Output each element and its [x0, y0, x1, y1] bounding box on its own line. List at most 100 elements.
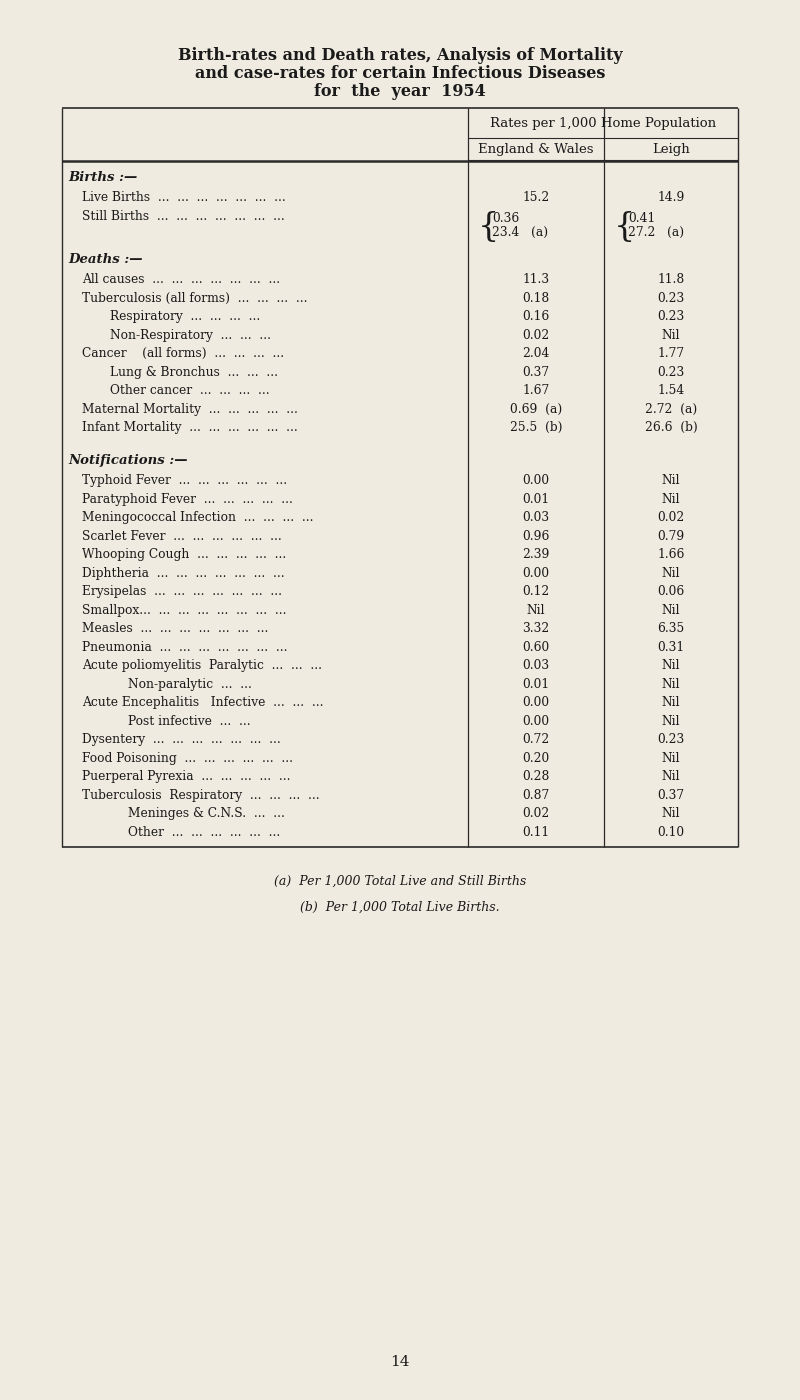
Text: Pneumonia  ...  ...  ...  ...  ...  ...  ...: Pneumonia ... ... ... ... ... ... ... [82, 641, 287, 654]
Text: (a)  Per 1,000 Total Live and Still Births: (a) Per 1,000 Total Live and Still Birth… [274, 875, 526, 888]
Text: Still Births  ...  ...  ...  ...  ...  ...  ...: Still Births ... ... ... ... ... ... ... [82, 210, 285, 223]
Text: Other cancer  ...  ...  ...  ...: Other cancer ... ... ... ... [110, 384, 270, 398]
Text: 0.16: 0.16 [522, 311, 550, 323]
Text: 1.66: 1.66 [658, 549, 685, 561]
Text: Measles  ...  ...  ...  ...  ...  ...  ...: Measles ... ... ... ... ... ... ... [82, 623, 268, 636]
Text: Erysipelas  ...  ...  ...  ...  ...  ...  ...: Erysipelas ... ... ... ... ... ... ... [82, 585, 282, 598]
Text: Scarlet Fever  ...  ...  ...  ...  ...  ...: Scarlet Fever ... ... ... ... ... ... [82, 531, 282, 543]
Text: 0.28: 0.28 [522, 770, 550, 784]
Text: 2.72  (a): 2.72 (a) [645, 403, 697, 416]
Text: Non-paralytic  ...  ...: Non-paralytic ... ... [128, 678, 252, 692]
Text: 0.00: 0.00 [522, 475, 550, 487]
Text: 14.9: 14.9 [658, 192, 685, 204]
Text: Live Births  ...  ...  ...  ...  ...  ...  ...: Live Births ... ... ... ... ... ... ... [82, 192, 286, 204]
Text: Nil: Nil [662, 770, 680, 784]
Text: Notifications :—: Notifications :— [68, 454, 187, 468]
Text: Respiratory  ...  ...  ...  ...: Respiratory ... ... ... ... [110, 311, 260, 323]
Text: 0.03: 0.03 [522, 659, 550, 672]
Text: Nil: Nil [662, 752, 680, 764]
Text: 0.02: 0.02 [658, 511, 685, 525]
Text: Births :—: Births :— [68, 171, 138, 183]
Text: Nil: Nil [662, 659, 680, 672]
Text: Deaths :—: Deaths :— [68, 253, 142, 266]
Text: Puerperal Pyrexia  ...  ...  ...  ...  ...: Puerperal Pyrexia ... ... ... ... ... [82, 770, 290, 784]
Text: 0.37: 0.37 [658, 790, 685, 802]
Text: 0.01: 0.01 [522, 493, 550, 505]
Text: 0.00: 0.00 [522, 567, 550, 580]
Text: 0.87: 0.87 [522, 790, 550, 802]
Text: Nil: Nil [662, 493, 680, 505]
Text: Tuberculosis  Respiratory  ...  ...  ...  ...: Tuberculosis Respiratory ... ... ... ... [82, 790, 320, 802]
Text: 0.02: 0.02 [522, 808, 550, 820]
Text: Nil: Nil [526, 603, 546, 617]
Text: 0.03: 0.03 [522, 511, 550, 525]
Text: 0.31: 0.31 [658, 641, 685, 654]
Text: 0.12: 0.12 [522, 585, 550, 598]
Text: for  the  year  1954: for the year 1954 [314, 84, 486, 101]
Text: 0.36: 0.36 [492, 211, 519, 225]
Text: {: { [478, 211, 499, 244]
Text: Leigh: Leigh [652, 143, 690, 155]
Text: 0.69  (a): 0.69 (a) [510, 403, 562, 416]
Text: 27.2   (a): 27.2 (a) [628, 225, 684, 239]
Text: 0.79: 0.79 [658, 531, 685, 543]
Text: Diphtheria  ...  ...  ...  ...  ...  ...  ...: Diphtheria ... ... ... ... ... ... ... [82, 567, 285, 580]
Text: Typhoid Fever  ...  ...  ...  ...  ...  ...: Typhoid Fever ... ... ... ... ... ... [82, 475, 287, 487]
Text: Maternal Mortality  ...  ...  ...  ...  ...: Maternal Mortality ... ... ... ... ... [82, 403, 298, 416]
Text: 26.6  (b): 26.6 (b) [645, 421, 698, 434]
Text: 0.20: 0.20 [522, 752, 550, 764]
Text: 0.00: 0.00 [522, 715, 550, 728]
Text: 6.35: 6.35 [658, 623, 685, 636]
Text: 1.54: 1.54 [658, 384, 685, 398]
Text: (b)  Per 1,000 Total Live Births.: (b) Per 1,000 Total Live Births. [300, 900, 500, 914]
Text: Rates per 1,000 Home Population: Rates per 1,000 Home Population [490, 116, 716, 130]
Text: 0.41: 0.41 [628, 211, 655, 225]
Text: 0.11: 0.11 [522, 826, 550, 839]
Text: Nil: Nil [662, 475, 680, 487]
Text: Nil: Nil [662, 678, 680, 692]
Text: Smallpox...  ...  ...  ...  ...  ...  ...  ...: Smallpox... ... ... ... ... ... ... ... [82, 603, 286, 617]
Text: 0.37: 0.37 [522, 365, 550, 379]
Text: 0.00: 0.00 [522, 696, 550, 710]
Text: 0.60: 0.60 [522, 641, 550, 654]
Text: 2.39: 2.39 [522, 549, 550, 561]
Text: Food Poisoning  ...  ...  ...  ...  ...  ...: Food Poisoning ... ... ... ... ... ... [82, 752, 293, 764]
Text: Acute poliomyelitis  Paralytic  ...  ...  ...: Acute poliomyelitis Paralytic ... ... ..… [82, 659, 322, 672]
Text: Nil: Nil [662, 567, 680, 580]
Text: Whooping Cough  ...  ...  ...  ...  ...: Whooping Cough ... ... ... ... ... [82, 549, 286, 561]
Text: 3.32: 3.32 [522, 623, 550, 636]
Text: Birth-rates and Death rates, Analysis of Mortality: Birth-rates and Death rates, Analysis of… [178, 48, 622, 64]
Text: Other  ...  ...  ...  ...  ...  ...: Other ... ... ... ... ... ... [128, 826, 280, 839]
Text: Infant Mortality  ...  ...  ...  ...  ...  ...: Infant Mortality ... ... ... ... ... ... [82, 421, 298, 434]
Text: Lung & Bronchus  ...  ...  ...: Lung & Bronchus ... ... ... [110, 365, 278, 379]
Text: 0.18: 0.18 [522, 291, 550, 305]
Text: Acute Encephalitis   Infective  ...  ...  ...: Acute Encephalitis Infective ... ... ... [82, 696, 323, 710]
Text: Nil: Nil [662, 603, 680, 617]
Text: {: { [614, 211, 635, 244]
Text: 0.23: 0.23 [658, 734, 685, 746]
Text: All causes  ...  ...  ...  ...  ...  ...  ...: All causes ... ... ... ... ... ... ... [82, 273, 280, 286]
Text: Nil: Nil [662, 329, 680, 342]
Text: Meninges & C.N.S.  ...  ...: Meninges & C.N.S. ... ... [128, 808, 285, 820]
Text: 15.2: 15.2 [522, 192, 550, 204]
Text: 0.06: 0.06 [658, 585, 685, 598]
Text: 2.04: 2.04 [522, 347, 550, 360]
Text: Non-Respiratory  ...  ...  ...: Non-Respiratory ... ... ... [110, 329, 271, 342]
Text: Paratyphoid Fever  ...  ...  ...  ...  ...: Paratyphoid Fever ... ... ... ... ... [82, 493, 293, 505]
Text: 25.5  (b): 25.5 (b) [510, 421, 562, 434]
Text: Post infective  ...  ...: Post infective ... ... [128, 715, 250, 728]
Text: Meningococcal Infection  ...  ...  ...  ...: Meningococcal Infection ... ... ... ... [82, 511, 314, 525]
Text: and case-rates for certain Infectious Diseases: and case-rates for certain Infectious Di… [195, 66, 605, 83]
Text: 11.3: 11.3 [522, 273, 550, 286]
Text: Nil: Nil [662, 696, 680, 710]
Text: Dysentery  ...  ...  ...  ...  ...  ...  ...: Dysentery ... ... ... ... ... ... ... [82, 734, 281, 746]
Text: Cancer    (all forms)  ...  ...  ...  ...: Cancer (all forms) ... ... ... ... [82, 347, 284, 360]
Text: England & Wales: England & Wales [478, 143, 594, 155]
Text: Nil: Nil [662, 715, 680, 728]
Text: 23.4   (a): 23.4 (a) [492, 225, 548, 239]
Text: 1.67: 1.67 [522, 384, 550, 398]
Text: 0.23: 0.23 [658, 291, 685, 305]
Text: 0.02: 0.02 [522, 329, 550, 342]
Text: 0.23: 0.23 [658, 311, 685, 323]
Text: 14: 14 [390, 1355, 410, 1369]
